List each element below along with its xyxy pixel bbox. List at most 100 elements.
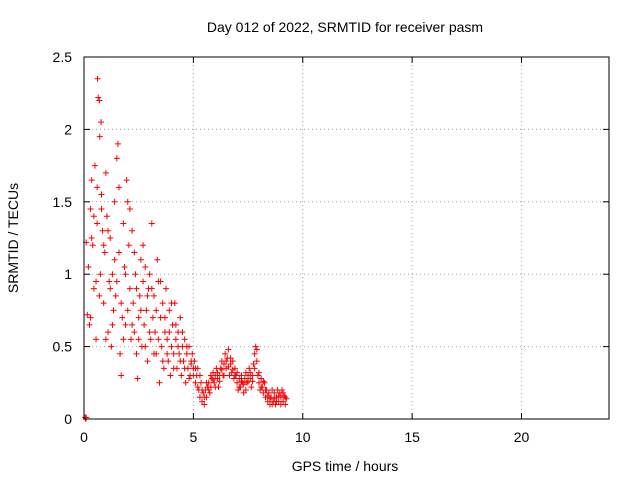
data-point [106, 278, 113, 285]
data-point [146, 329, 153, 336]
data-point [265, 389, 272, 396]
data-point [102, 336, 109, 343]
data-point [253, 346, 260, 353]
y-tick-label: 2.5 [53, 49, 73, 65]
data-point [144, 358, 151, 365]
data-point [110, 307, 117, 314]
data-point [166, 329, 173, 336]
data-point [248, 384, 255, 391]
data-point [86, 321, 93, 328]
data-point [122, 321, 129, 328]
data-point [130, 300, 137, 307]
data-point [251, 350, 258, 357]
data-point [203, 379, 210, 386]
data-point [277, 401, 284, 408]
data-point [144, 292, 151, 299]
data-point [131, 249, 138, 256]
data-point [283, 395, 290, 402]
data-point [261, 379, 268, 386]
data-point [153, 307, 160, 314]
data-point [183, 350, 190, 357]
data-point [189, 350, 196, 357]
data-point [280, 389, 287, 396]
data-point [102, 169, 109, 176]
data-point [183, 343, 190, 350]
data-point [194, 384, 201, 391]
data-point [118, 372, 125, 379]
y-tick-label: 2 [64, 121, 72, 137]
data-point [164, 336, 171, 343]
data-point [223, 358, 230, 365]
data-point [160, 365, 167, 372]
data-point [155, 336, 162, 343]
data-point [225, 346, 232, 353]
data-point [154, 256, 161, 263]
data-point [227, 355, 234, 362]
data-point [161, 314, 168, 321]
data-point [217, 365, 224, 372]
data-point [199, 387, 206, 394]
data-point [222, 350, 229, 357]
data-point [273, 398, 280, 405]
data-point [119, 314, 126, 321]
y-tick-label: 1 [64, 266, 72, 282]
data-point [96, 97, 103, 104]
data-point [148, 285, 155, 292]
data-point [216, 378, 223, 385]
data-point [164, 350, 171, 357]
data-point [107, 235, 114, 241]
data-point [114, 140, 121, 147]
data-point [135, 314, 142, 321]
data-point [179, 329, 186, 336]
data-point [109, 321, 116, 328]
data-point [234, 379, 241, 386]
data-point [214, 369, 221, 376]
data-point [91, 162, 98, 169]
data-point [122, 271, 129, 278]
data-point [177, 358, 184, 365]
data-point [168, 343, 175, 350]
x-tick-labels: 0 5 10 15 20 [80, 429, 529, 445]
data-point [113, 278, 120, 285]
data-point [210, 376, 217, 383]
data-point [170, 350, 177, 357]
data-point [142, 343, 149, 350]
data-point [156, 379, 163, 386]
data-point [253, 358, 260, 365]
data-point [136, 292, 143, 299]
data-point [176, 350, 183, 357]
data-point [181, 365, 188, 372]
data-point [100, 300, 107, 307]
data-point [181, 336, 188, 343]
data-point [172, 321, 179, 328]
data-point [256, 369, 262, 376]
data-point [141, 321, 148, 328]
data-point [206, 389, 213, 396]
data-point [260, 378, 267, 385]
data-point [96, 133, 103, 140]
data-point [98, 206, 105, 213]
data-point [135, 336, 142, 343]
data-point [258, 384, 265, 391]
grid [84, 57, 609, 419]
data-point [191, 358, 198, 365]
data-point [118, 300, 125, 307]
data-point [211, 379, 218, 386]
data-point [93, 278, 100, 285]
y-tick-label: 0.5 [53, 339, 73, 355]
data-point [94, 184, 101, 191]
data-point [143, 307, 150, 314]
data-point [140, 278, 147, 285]
data-point [246, 365, 253, 372]
data-point [124, 307, 131, 314]
data-point [163, 285, 170, 292]
y-axis-label: SRMTID / TECUs [5, 183, 21, 293]
data-point [238, 372, 245, 379]
data-point [125, 242, 132, 249]
plot-frame [83, 56, 610, 420]
data-point [229, 366, 236, 373]
data-point [124, 198, 131, 205]
y-tick-label: 0 [64, 411, 72, 427]
data-point [178, 372, 185, 379]
